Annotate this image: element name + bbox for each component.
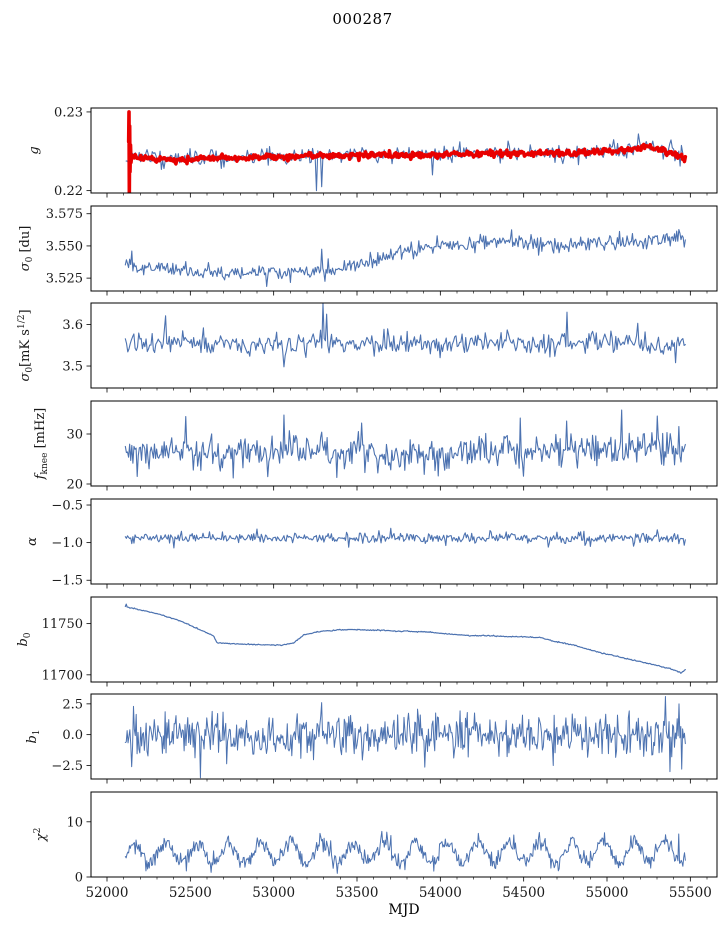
panel-sigma0-mks-ylabel: σ0[mK s1/2] bbox=[17, 309, 35, 381]
panel-alpha-ytick-label: −1.0 bbox=[51, 536, 83, 551]
panel-alpha-ytick-label: −1.5 bbox=[51, 574, 83, 589]
series-sigma0-du-sigma0-du bbox=[124, 228, 686, 288]
panel-chi2-ytick-label: 0 bbox=[75, 871, 83, 886]
panel-g-ylabel: g bbox=[27, 146, 42, 154]
chart-title: 000287 bbox=[332, 10, 393, 28]
panel-sigma0-mks-frame bbox=[90, 302, 718, 389]
panel-sigma0-du-frame bbox=[90, 205, 718, 292]
panel-sigma0-mks: 3.6 3.5 σ0[mK s1/2] bbox=[17, 302, 718, 393]
panel-b0-ticks bbox=[86, 623, 708, 687]
panel-fknee-frame bbox=[90, 400, 718, 487]
panel-chi2-ticks bbox=[86, 821, 708, 882]
panel-chi2: 10 0 χ2 bbox=[33, 791, 718, 886]
panel-sigma0-du: 3.575 3.550 3.525 σ0 [du] bbox=[18, 205, 718, 296]
series-g-g-daily-estimates bbox=[125, 133, 686, 192]
panel-fknee-ytick-label: 30 bbox=[66, 428, 83, 443]
panel-chi2-ytick-label: 10 bbox=[66, 815, 83, 830]
panel-alpha-ticks bbox=[86, 504, 708, 589]
panel-sigma0-du-ytick-label: 3.575 bbox=[46, 207, 83, 222]
panel-alpha-frame bbox=[90, 498, 718, 585]
panel-g-ytick-label: 0.22 bbox=[54, 184, 83, 199]
series-b1-b1 bbox=[124, 695, 686, 779]
panel-b0-ytick-label: 11700 bbox=[42, 668, 83, 683]
panel-alpha-ylabel: α bbox=[25, 537, 40, 546]
x-axis-label: MJD bbox=[388, 902, 420, 918]
panel-b1-ytick-label: −2.5 bbox=[51, 759, 83, 774]
panel-fknee: 30 20 fknee [mHz] bbox=[33, 400, 718, 493]
panel-fknee-ytick-label: 20 bbox=[66, 478, 83, 493]
panel-sigma0-mks-ytick-label: 3.6 bbox=[62, 318, 83, 333]
series-alpha-alpha bbox=[124, 527, 686, 549]
panel-b1-ylabel: b1 bbox=[25, 729, 42, 743]
panel-b1-ytick-label: 2.5 bbox=[62, 697, 83, 712]
panel-g-frame bbox=[90, 107, 718, 194]
panel-b1-frame bbox=[90, 693, 718, 780]
panel-sigma0-mks-ticks bbox=[86, 324, 708, 393]
panel-fknee-ticks bbox=[86, 433, 708, 491]
panel-b0: 11750 11700 b0 bbox=[16, 596, 718, 687]
x-tick-label: 54000 bbox=[419, 885, 462, 901]
panel-chi2-frame bbox=[90, 791, 718, 878]
panel-chi2-ylabel: χ2 bbox=[33, 828, 49, 843]
x-tick-label: 53500 bbox=[336, 885, 379, 901]
panel-fknee-ylabel: fknee [mHz] bbox=[33, 408, 50, 481]
series-g-g-smoothed bbox=[126, 110, 688, 193]
x-tick-label: 52500 bbox=[169, 885, 212, 901]
panel-g-ytick-label: 0.23 bbox=[54, 105, 83, 120]
panel-sigma0-du-ytick-label: 3.550 bbox=[46, 239, 83, 254]
x-tick-label: 55000 bbox=[586, 885, 629, 901]
panel-sigma0-du-ticks bbox=[86, 213, 708, 296]
panel-b0-ylabel: b0 bbox=[16, 632, 33, 646]
series-chi2-chi2 bbox=[124, 830, 686, 874]
panel-sigma0-mks-ytick-label: 3.5 bbox=[62, 360, 83, 375]
panel-b1: 2.5 0.0 −2.5 b1 bbox=[25, 693, 718, 784]
series-sigma0-mks-sigma0-mKs bbox=[124, 303, 686, 368]
panel-sigma0-du-ytick-label: 3.525 bbox=[46, 272, 83, 287]
x-tick-label: 52000 bbox=[86, 885, 129, 901]
panel-b1-ytick-label: 0.0 bbox=[62, 728, 83, 743]
x-tick-label: 54500 bbox=[502, 885, 545, 901]
panel-g: 0.23 0.22 g bbox=[27, 105, 718, 199]
panel-b0-ytick-label: 11750 bbox=[42, 617, 83, 632]
series-fknee-fknee bbox=[124, 409, 686, 479]
panel-b0-frame bbox=[90, 596, 718, 683]
x-tick-label: 53000 bbox=[252, 885, 295, 901]
panel-alpha-ytick-label: −0.5 bbox=[51, 499, 83, 514]
panel-alpha: −0.5 −1.0 −1.5 α bbox=[25, 498, 718, 589]
panel-sigma0-du-ylabel: σ0 [du] bbox=[18, 226, 35, 272]
series-b0-b0 bbox=[124, 603, 686, 674]
x-tick-label: 55500 bbox=[669, 885, 712, 901]
